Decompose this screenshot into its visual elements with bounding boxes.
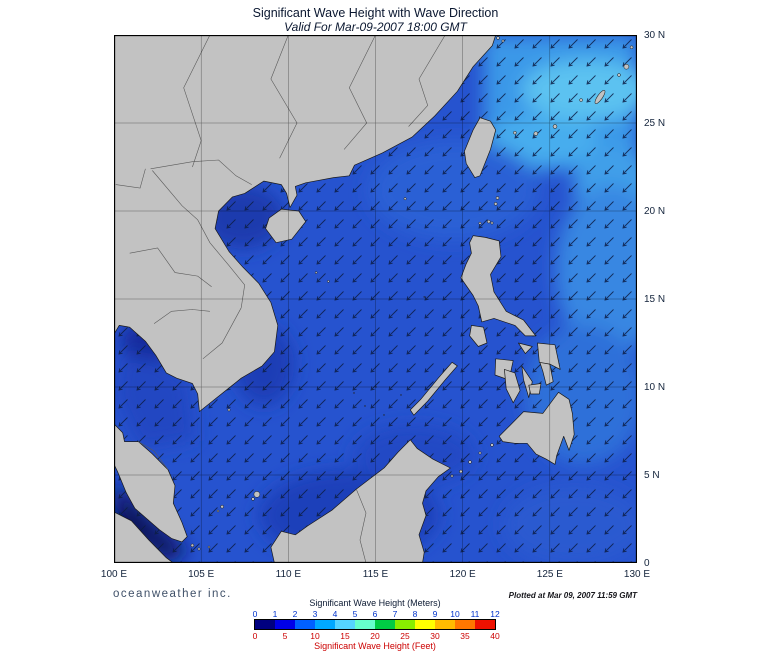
lat-label: 20 N <box>644 206 666 217</box>
meters-tick: 1 <box>272 609 278 619</box>
meters-tick: 5 <box>352 609 358 619</box>
land-malay-peninsula <box>114 423 188 543</box>
landmasses <box>114 35 634 563</box>
wave-map-svg <box>114 35 637 563</box>
legend-feet-label: Significant Wave Height (Feet) <box>314 641 436 651</box>
colorbar-segment <box>355 620 375 629</box>
lon-label: 115 E <box>362 569 389 580</box>
land-palawan <box>409 361 458 416</box>
colorbar-segment <box>335 620 355 629</box>
meters-tick: 9 <box>432 609 438 619</box>
meters-tick: 10 <box>450 609 460 619</box>
feet-tick: 5 <box>282 631 288 641</box>
feet-tick: 20 <box>370 631 380 641</box>
lon-label: 100 E <box>100 569 128 580</box>
country-borders <box>115 35 446 563</box>
meters-tick: 2 <box>292 609 298 619</box>
lat-labels: 30 N 25 N 20 N 15 N 10 N 5 N 0 <box>644 30 689 569</box>
lat-label: 0 <box>644 558 650 569</box>
meters-tick: 12 <box>490 609 500 619</box>
colorbar-segment <box>375 620 395 629</box>
land-china-indochina <box>114 35 497 412</box>
map-border <box>114 35 637 563</box>
meters-tick: 8 <box>412 609 418 619</box>
reef-specks <box>353 296 425 416</box>
land-bohol <box>528 383 542 395</box>
lon-labels: 100 E 105 E 110 E 115 E 120 E 125 E 130 E <box>101 569 650 583</box>
colorbar-segment <box>395 620 415 629</box>
meters-tick: 4 <box>332 609 338 619</box>
lon-label: 130 E <box>623 569 651 580</box>
colorbar-segment <box>475 620 495 629</box>
oceanweather-branding: oceanweather inc. <box>113 588 232 600</box>
feet-tick: 30 <box>430 631 440 641</box>
map-area <box>114 35 637 563</box>
colorbar-segment <box>275 620 295 629</box>
lon-label: 105 E <box>188 569 215 580</box>
chart-title: Significant Wave Height with Wave Direct… <box>252 6 499 20</box>
feet-tick: 25 <box>400 631 410 641</box>
feet-tick: 40 <box>490 631 500 641</box>
colorbar-segment <box>255 620 275 629</box>
meters-tick: 6 <box>372 609 378 619</box>
lat-label: 10 N <box>644 382 666 393</box>
legend-feet-ticks: 0 5 10 15 20 25 30 35 40 <box>252 631 500 641</box>
land-mindoro <box>469 325 488 347</box>
meters-tick: 7 <box>392 609 398 619</box>
land-borneo <box>270 439 451 563</box>
lon-label: 110 E <box>275 569 302 580</box>
lat-label: 15 N <box>644 294 666 305</box>
colorbar-segment <box>315 620 335 629</box>
lat-label: 25 N <box>644 118 666 129</box>
legend-meters-label: Significant Wave Height (Meters) <box>309 598 441 608</box>
colorbar-segment <box>435 620 455 629</box>
colorbar-segment <box>455 620 475 629</box>
land-masbate <box>518 342 533 354</box>
land-taiwan <box>464 117 497 178</box>
land-luzon <box>460 235 537 337</box>
island-specks <box>190 36 634 551</box>
land-mindanao <box>498 391 575 465</box>
lat-label: 5 N <box>644 470 660 481</box>
meters-tick: 0 <box>252 609 258 619</box>
meters-tick: 3 <box>312 609 318 619</box>
feet-tick: 0 <box>252 631 258 641</box>
chart-subtitle: Valid For Mar-09-2007 18:00 GMT <box>284 20 467 34</box>
feet-tick: 35 <box>460 631 470 641</box>
lon-label: 125 E <box>536 569 563 580</box>
legend-meters-ticks: 0 1 2 3 4 5 6 7 8 9 10 11 12 <box>252 609 500 619</box>
colorbar-segment <box>295 620 315 629</box>
feet-tick: 10 <box>310 631 320 641</box>
colorbar-segment <box>415 620 435 629</box>
lon-label: 120 E <box>449 569 476 580</box>
lat-label: 30 N <box>644 30 666 41</box>
plotted-timestamp: Plotted at Mar 09, 2007 11:59 GMT <box>508 591 637 600</box>
land-negros <box>504 369 521 404</box>
land-sumatra <box>114 511 174 563</box>
land-samar <box>537 342 561 370</box>
meters-tick: 11 <box>470 609 480 619</box>
grid-lines <box>114 35 637 563</box>
feet-tick: 15 <box>340 631 350 641</box>
land-hainan <box>265 208 307 244</box>
legend-colorbar <box>254 619 496 630</box>
